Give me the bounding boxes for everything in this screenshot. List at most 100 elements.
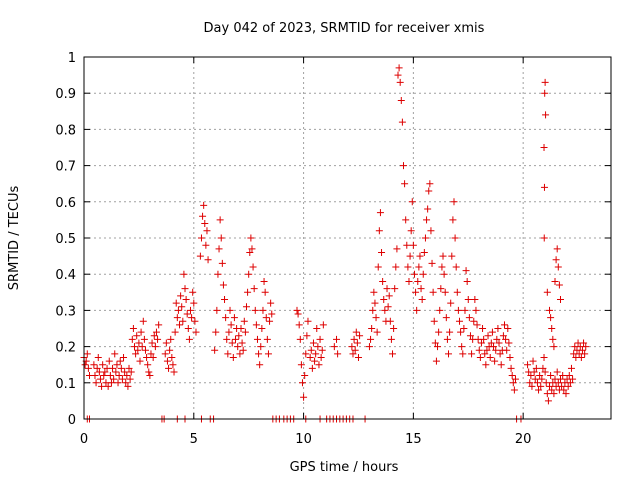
data-point [497,361,505,369]
data-point [365,343,373,351]
y-tick-label: 0.8 [55,123,76,138]
data-point [540,183,548,191]
data-point [264,350,272,358]
data-point [472,306,480,314]
data-point [501,321,509,329]
data-point [406,252,414,260]
data-point [294,310,302,318]
data-point [450,198,458,206]
data-point [296,335,304,343]
data-point [383,285,391,293]
data-point [118,375,126,383]
data-point [250,285,258,293]
y-tick-label: 0.4 [55,268,76,283]
data-point [404,263,412,271]
data-point [127,368,135,376]
data-point [479,325,487,332]
data-point [481,350,489,358]
data-point [117,364,125,372]
data-point [135,339,143,347]
data-point [258,325,266,332]
data-point [476,353,484,361]
data-point [120,353,128,361]
data-point [318,346,326,354]
data-point [248,245,256,253]
data-point [140,335,148,343]
data-point [565,372,573,380]
data-point [483,346,491,354]
data-point [526,379,534,387]
data-point [128,335,136,343]
data-point [434,343,442,351]
data-point [197,234,205,242]
data-point [540,234,548,242]
data-point [319,321,327,329]
data-point [182,296,190,304]
data-point [452,263,460,271]
data-point [486,353,494,361]
data-point [352,328,360,336]
data-point [554,263,562,271]
data-point [529,357,537,365]
data-point [348,343,356,351]
data-point [403,241,411,249]
data-point [185,335,193,343]
data-point [314,343,322,351]
data-point [180,270,188,278]
x-tick-label: 20 [515,432,532,447]
data-point [196,252,204,260]
data-point [538,375,546,383]
data-point [559,372,567,380]
data-point [453,288,461,296]
y-tick-label: 0.5 [55,232,76,247]
data-point [104,382,112,390]
data-point [189,288,197,296]
data-point [375,227,383,235]
data-point [435,328,443,336]
data-point [426,180,434,188]
data-point [432,357,440,365]
data-point [547,372,555,380]
data-point [463,277,471,285]
data-point [392,263,400,271]
data-point [418,296,426,304]
data-point [240,317,248,325]
x-axis-label: GPS time / hours [290,460,399,475]
data-point [293,306,301,314]
data-point [550,343,558,351]
data-point [308,364,316,372]
data-point [174,306,182,314]
data-point [541,89,549,97]
data-point [502,335,510,343]
data-point [144,361,152,369]
data-point [152,328,160,336]
data-point [376,209,384,217]
data-point [398,118,406,126]
data-point [155,321,163,329]
data-point [101,368,109,376]
data-point [531,375,539,383]
data-point [191,317,199,325]
data-point [470,317,478,325]
data-point [499,332,507,340]
data-point [356,332,364,340]
data-point [124,382,132,390]
data-point [93,364,101,372]
data-point [227,321,235,329]
data-point [212,328,220,336]
data-point [312,350,320,358]
data-point [109,364,117,372]
data-point [260,277,268,285]
data-point [511,375,519,383]
data-point [235,332,243,340]
data-point [429,288,437,296]
data-point [106,372,114,380]
data-point [201,220,209,228]
y-tick-label: 0.3 [55,304,76,319]
data-point [445,350,453,358]
data-point [309,339,317,347]
data-point [533,379,541,387]
data-point [115,372,123,380]
data-point [440,270,448,278]
data-point [508,372,516,380]
